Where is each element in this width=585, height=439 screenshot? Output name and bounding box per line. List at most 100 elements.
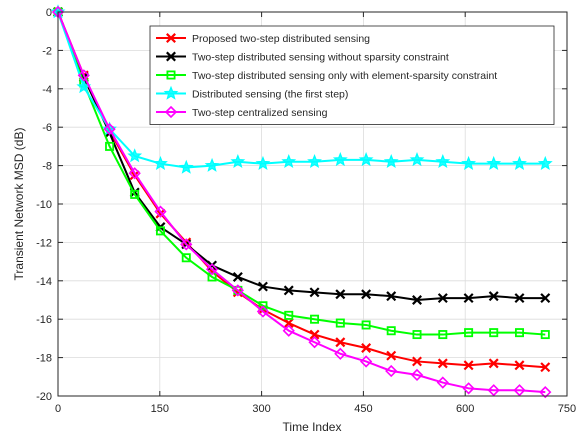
legend: Proposed two-step distributed sensing Two… bbox=[149, 25, 555, 125]
data-point bbox=[233, 285, 243, 295]
data-point bbox=[231, 284, 244, 297]
data-point bbox=[487, 384, 500, 397]
y-tick-label: -14 bbox=[36, 276, 52, 288]
y-tick-label: -6 bbox=[42, 122, 52, 134]
x-tick-label: 0 bbox=[55, 403, 61, 415]
data-point bbox=[412, 356, 422, 367]
series-layer bbox=[50, 4, 553, 399]
data-point bbox=[284, 310, 294, 320]
data-point bbox=[461, 155, 476, 170]
y-tick-label: -12 bbox=[36, 237, 52, 249]
data-point bbox=[486, 155, 502, 170]
x-tick-label: 150 bbox=[151, 403, 169, 415]
data-point bbox=[205, 263, 219, 276]
data-point bbox=[335, 337, 346, 348]
data-point bbox=[258, 301, 268, 311]
data-point bbox=[335, 318, 345, 328]
data-point bbox=[103, 122, 116, 136]
data-point bbox=[307, 153, 322, 169]
legend-item: Two-step centralized sensing bbox=[156, 105, 328, 119]
data-point bbox=[361, 320, 371, 330]
data-point bbox=[283, 285, 294, 296]
axis-ticks: 0 150 300 450 600 750 0 -2 -4 -6 -8 -10 -12 -14 -16 -18… bbox=[36, 7, 576, 415]
legend-marker bbox=[164, 105, 178, 119]
data-point bbox=[230, 153, 246, 169]
legend-label: Two-step distributed sensing only with e… bbox=[192, 70, 497, 82]
data-point bbox=[437, 358, 448, 369]
legend-item: Distributed sensing (the first step) bbox=[156, 85, 348, 101]
legend-label: Proposed two-step distributed sensing bbox=[192, 33, 370, 45]
data-point bbox=[359, 355, 373, 368]
x-tick-label: 600 bbox=[456, 403, 474, 415]
data-point bbox=[410, 368, 424, 382]
data-point bbox=[105, 141, 115, 151]
data-point bbox=[281, 153, 297, 169]
data-point bbox=[412, 295, 422, 305]
legend-marker bbox=[163, 85, 179, 100]
x-axis-label: Time Index bbox=[283, 420, 342, 434]
legend-box bbox=[149, 25, 555, 125]
data-point bbox=[488, 358, 499, 369]
data-point bbox=[255, 155, 271, 170]
data-point bbox=[463, 293, 474, 304]
data-point bbox=[435, 153, 451, 169]
data-point bbox=[335, 289, 346, 300]
data-point bbox=[436, 376, 449, 389]
series-4 bbox=[51, 5, 552, 399]
data-point bbox=[540, 330, 550, 340]
data-point bbox=[385, 364, 398, 378]
legend-marker bbox=[166, 51, 176, 62]
data-point bbox=[155, 226, 165, 236]
data-point bbox=[462, 382, 475, 395]
data-point bbox=[309, 287, 320, 298]
x-tick-label: 300 bbox=[252, 403, 270, 415]
data-point bbox=[386, 350, 397, 361]
data-point bbox=[204, 157, 220, 172]
data-point bbox=[334, 347, 347, 360]
data-point bbox=[489, 328, 499, 338]
data-point bbox=[358, 152, 374, 167]
data-point bbox=[130, 189, 140, 199]
data-point bbox=[512, 155, 527, 170]
data-point bbox=[257, 281, 268, 292]
y-tick-label: -4 bbox=[42, 84, 52, 96]
data-point bbox=[77, 69, 90, 82]
data-point bbox=[437, 293, 448, 304]
y-tick-label: -2 bbox=[42, 45, 52, 57]
data-point bbox=[153, 155, 168, 170]
data-point bbox=[464, 328, 474, 338]
data-point bbox=[256, 305, 270, 318]
x-tick-label: 750 bbox=[558, 403, 576, 415]
data-point bbox=[463, 360, 474, 371]
data-point bbox=[386, 291, 397, 302]
data-point bbox=[539, 386, 552, 399]
data-point bbox=[128, 167, 141, 180]
data-point bbox=[514, 360, 525, 371]
legend-marker bbox=[166, 33, 176, 43]
data-point bbox=[154, 205, 167, 218]
data-point bbox=[409, 152, 425, 167]
data-point bbox=[412, 330, 422, 340]
data-point bbox=[178, 159, 194, 174]
legend-label: Two-step distributed sensing without spa… bbox=[192, 52, 449, 64]
data-point bbox=[309, 329, 320, 340]
legend-marker bbox=[166, 70, 176, 80]
legend-item: Two-step distributed sensing only with e… bbox=[156, 70, 497, 82]
y-tick-label: -16 bbox=[36, 314, 52, 326]
data-point bbox=[282, 324, 295, 337]
x-tick-label: 450 bbox=[354, 403, 372, 415]
data-point bbox=[514, 293, 525, 304]
data-point bbox=[207, 260, 218, 271]
data-point bbox=[540, 293, 551, 304]
data-point bbox=[383, 153, 399, 169]
y-tick-label: -18 bbox=[36, 353, 52, 365]
data-point bbox=[438, 330, 448, 340]
data-point bbox=[308, 336, 321, 349]
data-point bbox=[488, 291, 499, 302]
data-point bbox=[540, 362, 551, 373]
data-point bbox=[283, 318, 294, 329]
data-point bbox=[386, 326, 396, 336]
legend-label: Two-step centralized sensing bbox=[192, 107, 328, 119]
legend-item: Two-step distributed sensing without spa… bbox=[156, 52, 449, 64]
data-point bbox=[537, 155, 553, 170]
